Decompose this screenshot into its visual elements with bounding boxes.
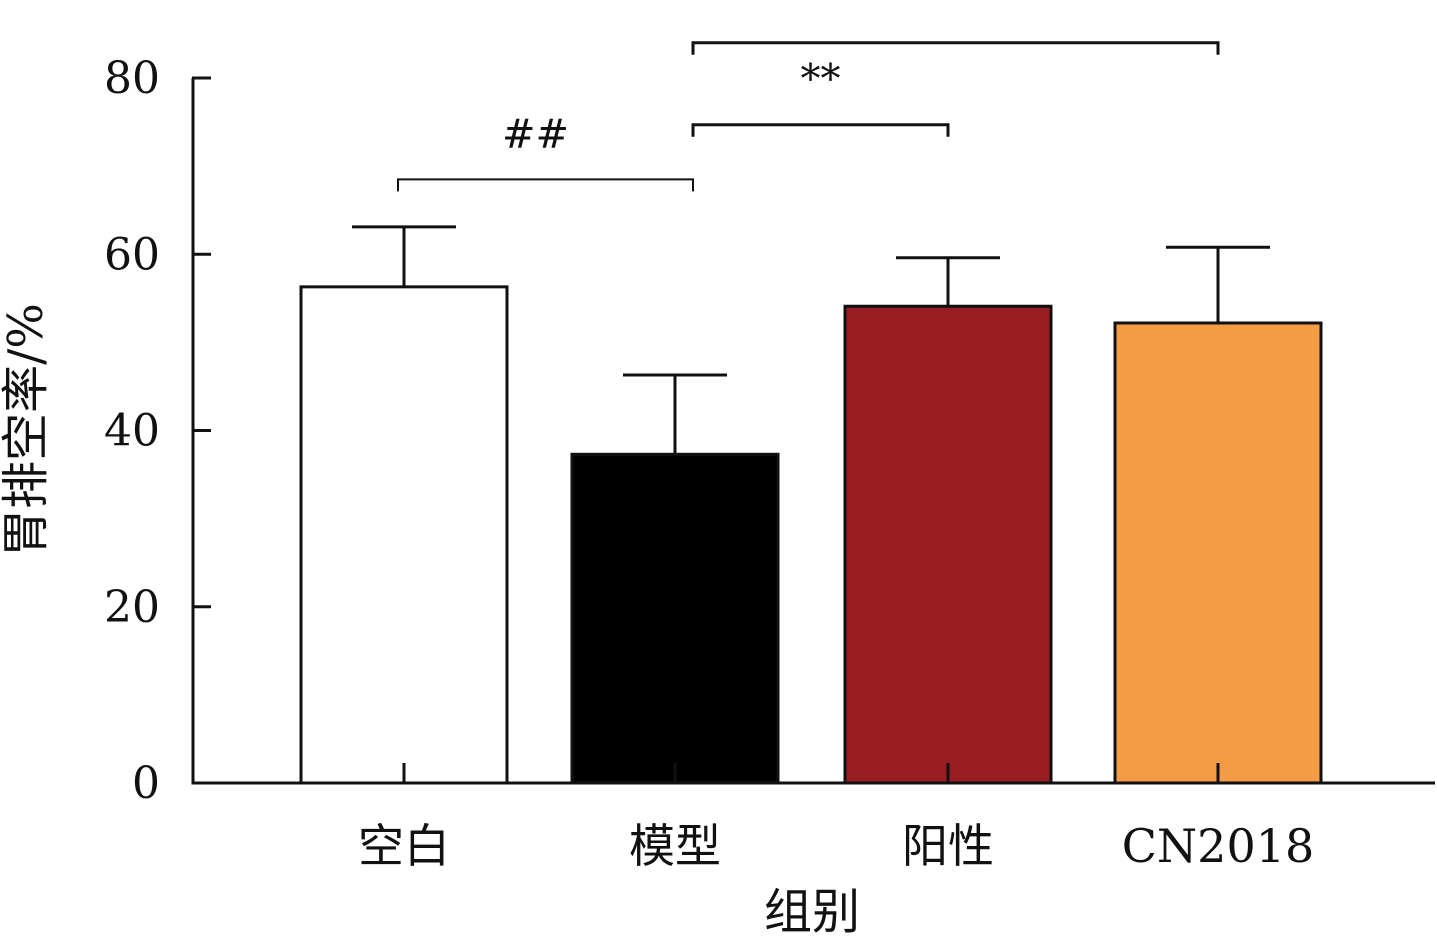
y-axis-title: 胃排空率/% xyxy=(0,303,54,557)
significance-label: ** xyxy=(801,57,841,103)
significance-bracket xyxy=(691,41,1220,55)
x-tick-label: 空白 xyxy=(358,819,450,873)
y-tick-label: 20 xyxy=(104,582,160,633)
significance-label: ## xyxy=(502,111,569,157)
x-axis-title: 组别 xyxy=(764,884,860,938)
x-tick-label: CN2018 xyxy=(1122,819,1315,873)
bar xyxy=(299,285,509,785)
significance-bracket xyxy=(397,178,694,192)
y-tick-label: 0 xyxy=(132,758,160,809)
bar xyxy=(570,452,780,785)
significance-bracket xyxy=(691,123,950,137)
bar xyxy=(843,304,1053,785)
x-tick-label: 阳性 xyxy=(902,819,994,873)
bar xyxy=(1113,321,1323,785)
significance-label: * xyxy=(946,0,966,21)
y-tick-label: 80 xyxy=(104,53,160,104)
y-tick-label: 40 xyxy=(104,406,160,457)
x-tick-label: 模型 xyxy=(629,819,721,873)
y-tick-label: 60 xyxy=(104,229,160,280)
